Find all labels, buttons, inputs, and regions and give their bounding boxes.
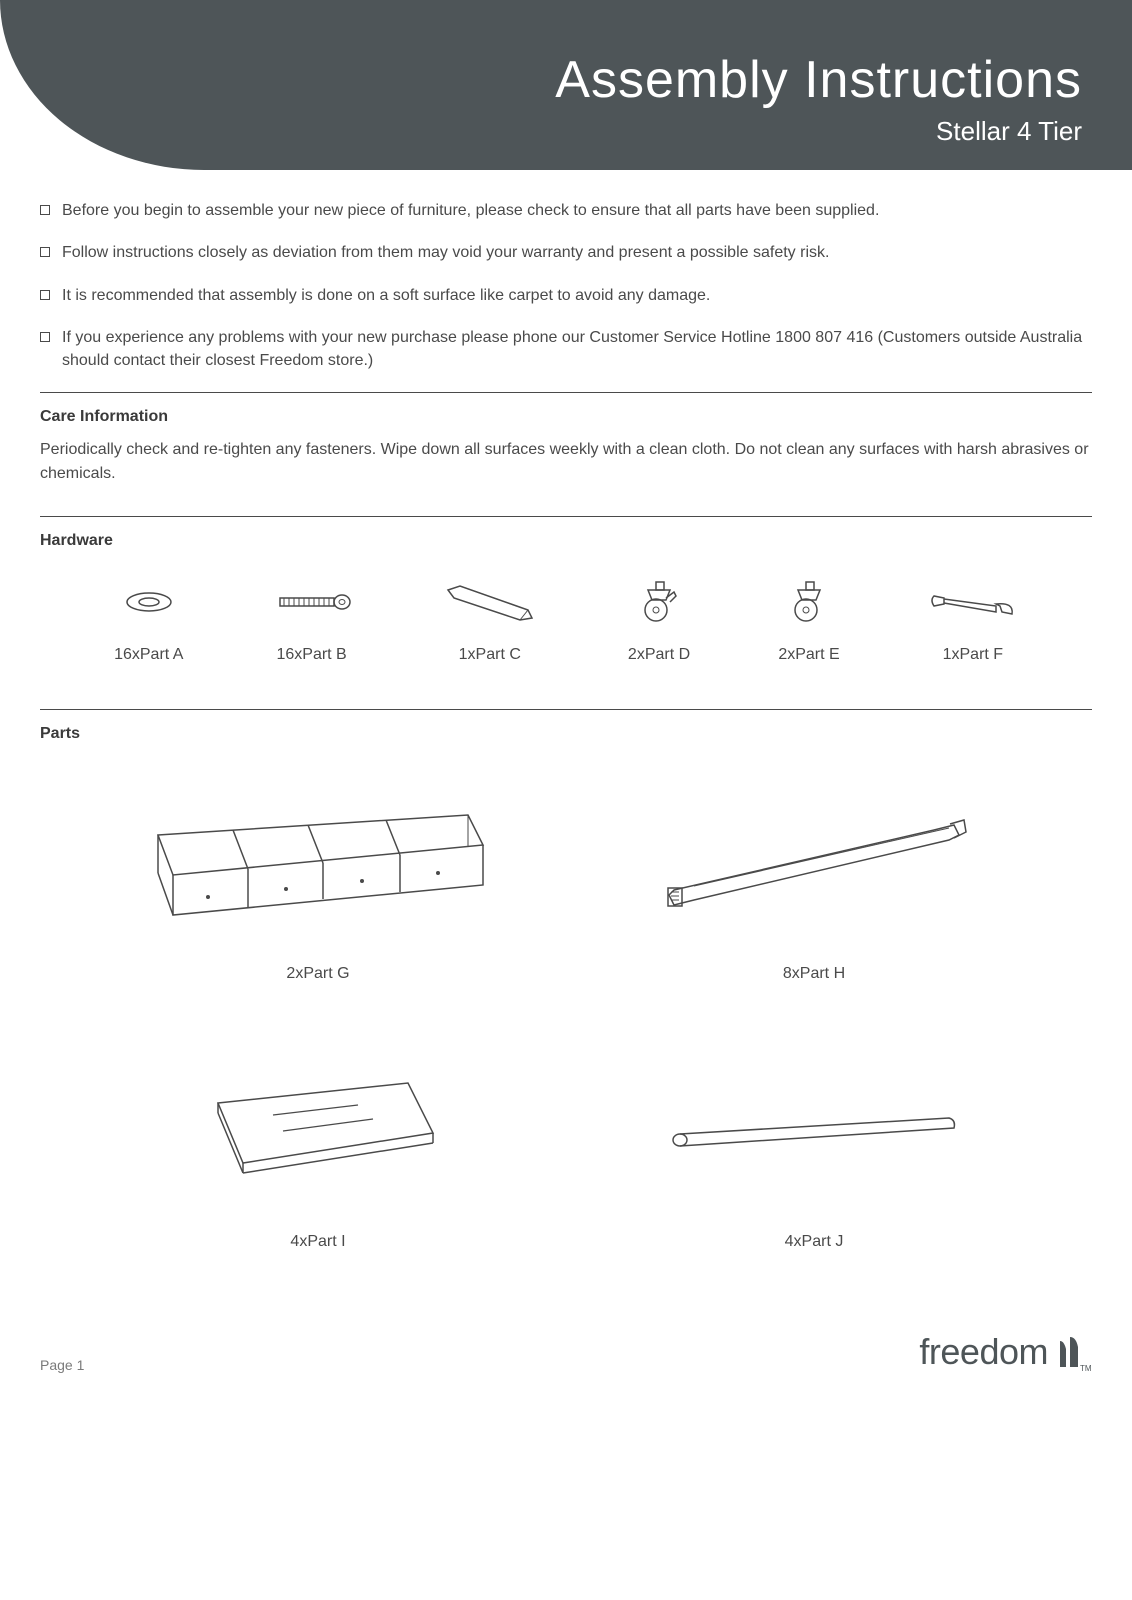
hardware-item: 2xPart E <box>778 582 839 664</box>
intro-bullets: Before you begin to assemble your new pi… <box>40 200 1092 372</box>
rod-icon <box>664 1063 964 1203</box>
page-subtitle: Stellar 4 Tier <box>0 116 1082 147</box>
caster-icon <box>784 582 834 622</box>
caster-locked-icon <box>634 582 684 622</box>
hardware-item: 1xPart F <box>928 582 1018 664</box>
hardware-item: 1xPart C <box>440 582 540 664</box>
shelf-icon <box>188 1063 448 1203</box>
hardware-item: 16xPart A <box>114 582 183 664</box>
part-label: 8xPart H <box>783 965 845 983</box>
logo-mark-icon: TM <box>1052 1331 1092 1373</box>
page-number: Page 1 <box>40 1357 84 1373</box>
bullet-item: If you experience any problems with your… <box>40 327 1092 372</box>
cross-bar-icon <box>654 795 974 935</box>
page-title: Assembly Instructions <box>0 0 1082 110</box>
care-title: Care Information <box>40 408 1092 426</box>
part-item: 8xPart H <box>596 795 1032 983</box>
parts-grid: 2xPart G 8xPart H <box>40 755 1092 1291</box>
bolt-icon <box>272 582 352 622</box>
allen-key-icon <box>440 582 540 622</box>
divider <box>40 392 1092 393</box>
part-item: 4xPart I <box>100 1063 536 1251</box>
svg-text:TM: TM <box>1080 1364 1092 1373</box>
hardware-row: 16xPart A 16xPart B <box>40 562 1092 694</box>
divider <box>40 516 1092 517</box>
bullet-item: Follow instructions closely as deviation… <box>40 242 1092 264</box>
bullet-item: It is recommended that assembly is done … <box>40 285 1092 307</box>
logo-text: freedom <box>919 1331 1048 1373</box>
hardware-label: 1xPart C <box>459 646 521 664</box>
brand-logo: freedom TM <box>919 1331 1092 1373</box>
content-area: Before you begin to assemble your new pi… <box>0 170 1132 1311</box>
hardware-label: 2xPart D <box>628 646 690 664</box>
hardware-label: 16xPart B <box>276 646 346 664</box>
hardware-label: 16xPart A <box>114 646 183 664</box>
divider <box>40 709 1092 710</box>
hardware-label: 2xPart E <box>778 646 839 664</box>
bullet-item: Before you begin to assemble your new pi… <box>40 200 1092 222</box>
washer-icon <box>124 582 174 622</box>
side-frame-icon <box>138 795 498 935</box>
footer: Page 1 freedom TM <box>0 1311 1132 1403</box>
hardware-item: 2xPart D <box>628 582 690 664</box>
part-label: 4xPart J <box>785 1233 844 1251</box>
part-label: 4xPart I <box>290 1233 345 1251</box>
hardware-label: 1xPart F <box>943 646 1003 664</box>
parts-title: Parts <box>40 725 1092 743</box>
hardware-item: 16xPart B <box>272 582 352 664</box>
care-text: Periodically check and re-tighten any fa… <box>40 438 1092 486</box>
part-item: 4xPart J <box>596 1063 1032 1251</box>
header-banner: Assembly Instructions Stellar 4 Tier <box>0 0 1132 170</box>
part-item: 2xPart G <box>100 795 536 983</box>
part-label: 2xPart G <box>286 965 349 983</box>
hardware-title: Hardware <box>40 532 1092 550</box>
wrench-icon <box>928 582 1018 622</box>
